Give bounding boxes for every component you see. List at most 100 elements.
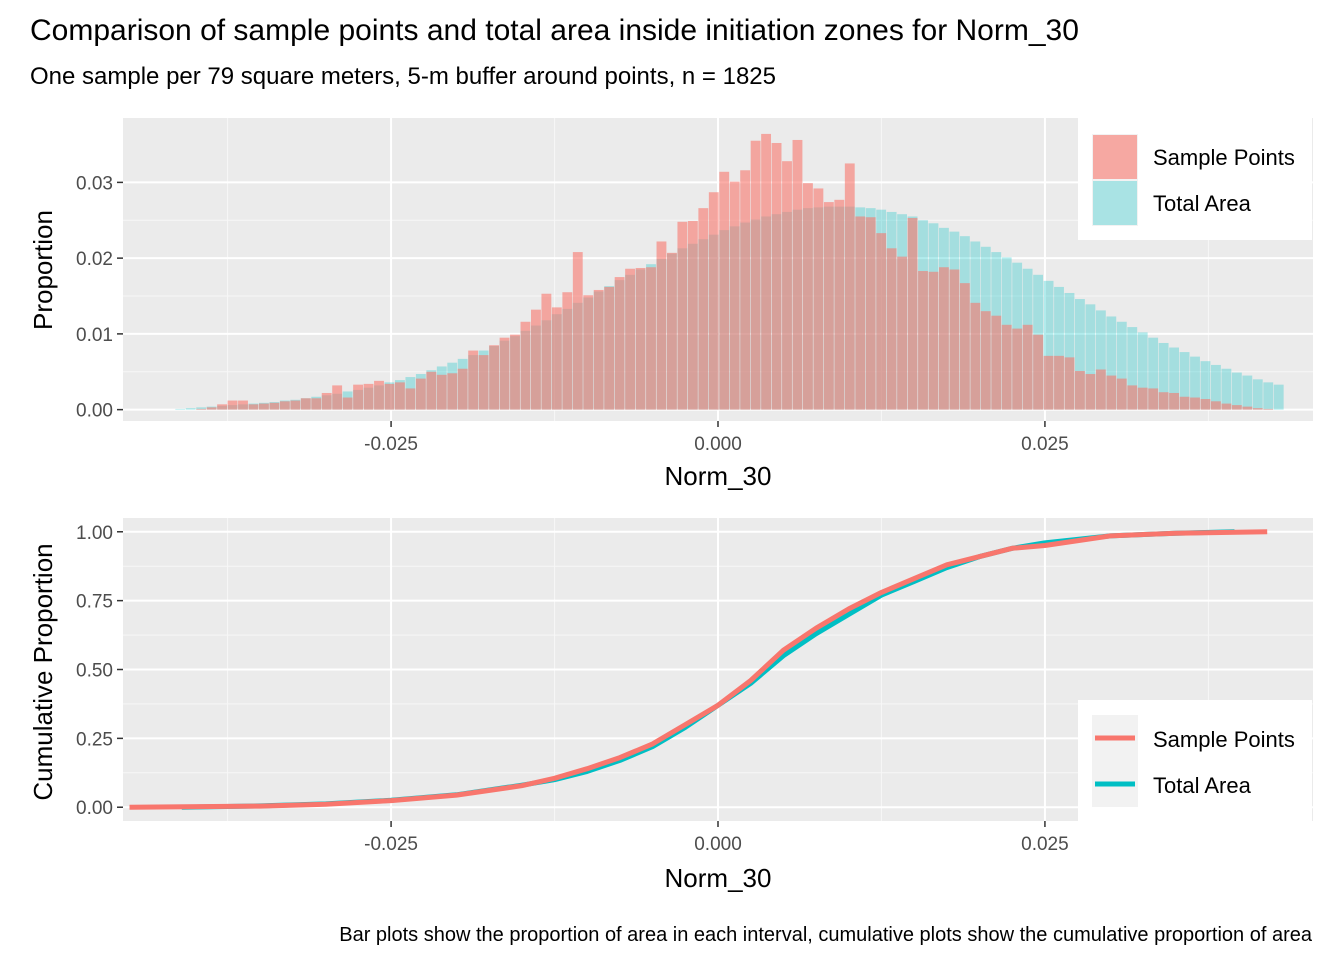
chart-title: Comparison of sample points and total ar… [30,14,1079,47]
legend-label-sample-points: Sample Points [1153,145,1295,170]
bar-sample-points [1200,399,1211,410]
bar-total-area [1116,321,1127,410]
bar-sample-points [426,371,437,410]
bar-sample-points [1263,408,1274,410]
histogram-y-tick-label: 0.01 [76,325,113,346]
bar-sample-points [1012,328,1023,410]
bar-sample-points [227,400,238,410]
bar-sample-points [907,217,918,410]
bar-sample-points [1211,401,1221,410]
bar-total-area [1054,286,1064,410]
bar-total-area [1127,327,1138,410]
bar-sample-points [562,292,573,410]
bar-sample-points [1190,397,1200,410]
bar-sample-points [782,161,792,410]
legend-key-bg-total-area [1092,180,1138,226]
bar-sample-points [604,286,615,410]
bar-total-area [196,407,207,410]
bar-sample-points [656,241,667,410]
legend-label-total-area: Total Area [1153,191,1252,216]
bar-sample-points [959,283,970,410]
histogram-legend: Sample Points Total Area [1078,118,1312,240]
bar-sample-points [436,374,447,410]
bar-sample-points [468,350,479,410]
bar-sample-points [708,192,719,410]
bar-total-area [1169,347,1180,410]
bar-sample-points [415,378,426,410]
bar-sample-points [217,404,228,410]
bar-sample-points [1033,334,1044,410]
bar-sample-points [1001,324,1012,410]
bar-sample-points [813,188,824,410]
bar-sample-points [520,321,531,410]
legend-label-total-area-line: Total Area [1153,773,1252,798]
histogram-x-axis-title: Norm_30 [665,461,772,491]
bar-total-area [1095,310,1106,410]
bar-sample-points [970,302,981,410]
bar-sample-points [551,307,562,410]
bar-sample-points [593,289,604,410]
bar-sample-points [206,407,217,410]
bar-sample-points [646,267,656,410]
bar-sample-points [740,170,751,410]
bar-sample-points [342,397,353,410]
bar-total-area [1064,292,1075,410]
bar-sample-points [803,183,813,410]
histogram-x-ticks: -0.025 0.000 0.025 [364,421,1069,455]
bar-total-area [1106,316,1117,410]
bar-sample-points [991,315,1002,410]
bar-total-area [1190,356,1200,410]
bar-sample-points [844,163,855,410]
bar-sample-points [918,271,928,410]
bar-sample-points [541,293,552,410]
bar-sample-points [761,133,772,410]
bar-sample-points [667,252,677,410]
bar-sample-points [353,384,364,410]
bar-total-area [1211,364,1221,410]
bar-sample-points [939,267,949,410]
bar-total-area [1221,368,1232,410]
bar-sample-points [855,216,866,410]
bar-sample-points [897,256,908,410]
legend-swatch-total-area [1093,181,1137,225]
bar-sample-points [374,380,384,410]
histogram-y-tick-label: 0.00 [76,401,113,422]
bar-sample-points [1022,324,1033,410]
bar-sample-points [311,398,322,410]
bar-sample-points [1231,405,1242,410]
cumulative-y-tick-label: 0.75 [76,592,113,613]
bar-sample-points [1064,357,1075,410]
bar-sample-points [321,392,332,410]
bar-sample-points [1085,374,1096,410]
cumulative-panel: 0.00 0.25 0.50 0.75 1.00 -0.025 0.000 0.025 No… [28,518,1313,893]
cumulative-y-tick-label: 0.25 [76,729,113,750]
cumulative-y-tick-label: 1.00 [76,523,113,544]
bar-sample-points [259,403,269,410]
bar-sample-points [698,208,709,410]
bar-total-area [1263,382,1274,410]
bar-sample-points [1148,388,1159,410]
bar-sample-points [457,368,468,410]
bar-sample-points [1127,385,1138,410]
bar-total-area [1085,304,1096,410]
bar-sample-points [269,402,280,410]
bar-sample-points [384,383,395,410]
histogram-y-tick-label: 0.02 [76,249,113,270]
bar-total-area [1043,280,1054,410]
cumulative-x-ticks: -0.025 0.000 0.025 [364,821,1069,855]
bar-sample-points [572,252,583,410]
bar-sample-points [510,334,520,410]
bar-total-area [1231,372,1242,410]
bar-sample-points [405,388,416,410]
bar-sample-points [834,199,845,410]
histogram-y-axis-title: Proportion [28,210,58,330]
bar-sample-points [750,140,761,410]
histogram-bars-sample-points [196,133,1274,410]
histogram-x-tick-label: 0.000 [694,434,742,455]
bar-sample-points [1054,355,1064,410]
bar-total-area [1200,361,1211,410]
bar-sample-points [196,408,207,410]
bar-sample-points [1116,378,1127,410]
